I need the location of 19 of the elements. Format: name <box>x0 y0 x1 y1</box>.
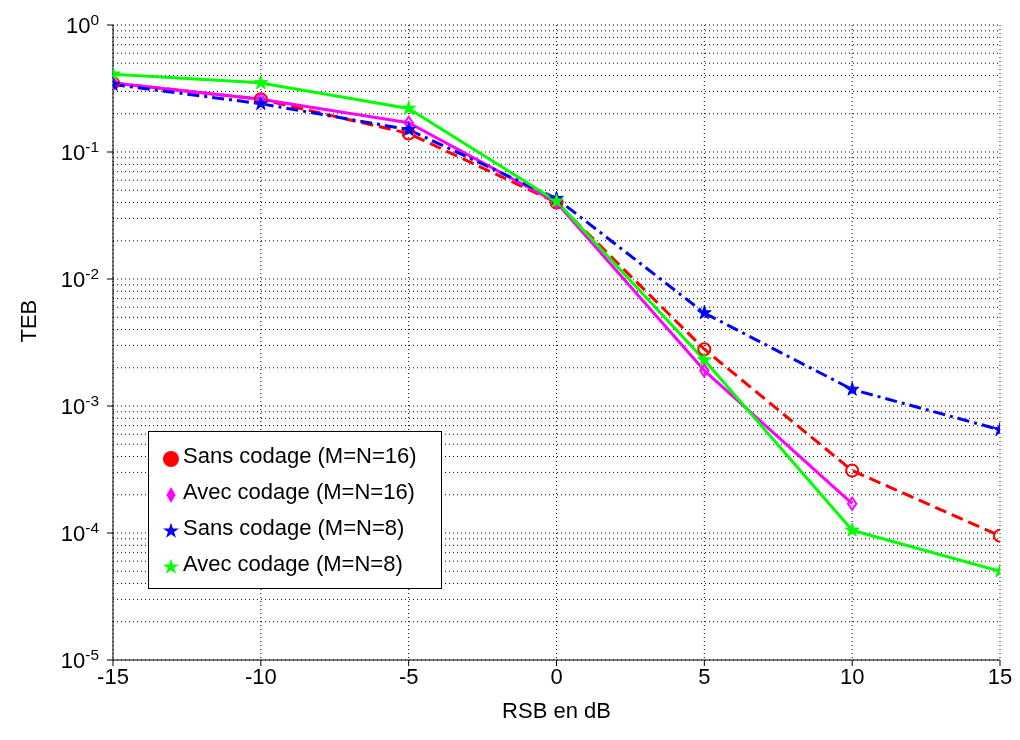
legend-label: Sans codage (M=N=16) <box>183 443 417 468</box>
x-tick-label: 15 <box>987 663 1013 689</box>
y-tick-label: 10$^{-3}$ <box>60 391 99 419</box>
y-axis-title: TEB <box>15 299 41 343</box>
x-tick-label: -5 <box>398 663 419 689</box>
x-tick-label: 5 <box>698 663 711 689</box>
x-tick-label: 10 <box>839 663 865 689</box>
legend-label: Avec codage (M=N=8) <box>183 551 403 576</box>
y-tick-label: 10$^{-4}$ <box>60 518 100 546</box>
y-tick-label: 10$^{0}$ <box>65 10 99 38</box>
legend-label: Sans codage (M=N=8) <box>183 515 405 540</box>
x-tick-label: 0 <box>550 663 563 689</box>
y-tick-label: 10$^{-1}$ <box>60 137 99 165</box>
x-axis-title: RSB en dB <box>502 698 611 723</box>
legend-label: Avec codage (M=N=16) <box>183 479 415 504</box>
y-tick-label: 10$^{-5}$ <box>60 645 99 673</box>
y-tick-label: 10$^{-2}$ <box>60 264 99 292</box>
x-tick-label: -15 <box>97 663 129 689</box>
x-tick-label: -10 <box>244 663 277 689</box>
